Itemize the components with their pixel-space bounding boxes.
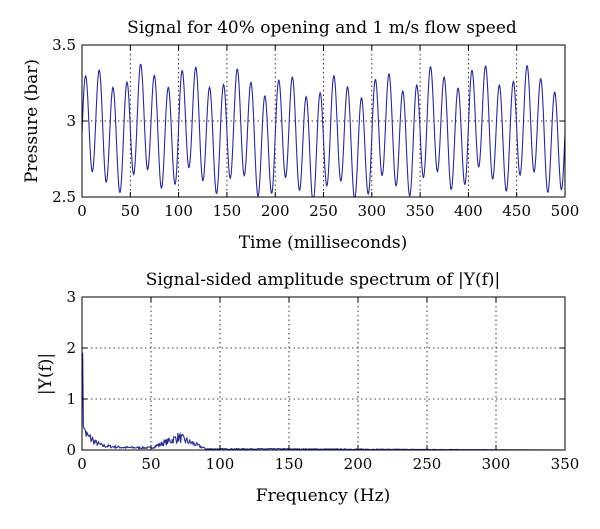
signal-x-tick-label: 400 xyxy=(454,202,483,220)
signal-series-line xyxy=(81,63,566,198)
signal-y-tick-label: 3 xyxy=(66,112,76,130)
spectrum-x-tick-label: 250 xyxy=(413,455,442,473)
spectrum-x-tick-label: 300 xyxy=(482,455,511,473)
signal-y-tick-label: 3.5 xyxy=(52,36,76,54)
signal-x-tick-label: 450 xyxy=(502,202,531,220)
signal-x-tick-label: 300 xyxy=(357,202,386,220)
spectrum-y-tick-label: 1 xyxy=(66,390,76,408)
spectrum-plot-frame xyxy=(81,296,566,451)
chart-spectrum: Signal-sided amplitude spectrum of |Y(f)… xyxy=(36,270,579,506)
spectrum-x-tick-label: 350 xyxy=(551,455,580,473)
signal-x-tick-label: 50 xyxy=(121,202,140,220)
signal-x-tick-label: 350 xyxy=(406,202,435,220)
spectrum-x-axis-label: Frequency (Hz) xyxy=(256,486,390,506)
signal-x-tick-label: 200 xyxy=(261,202,290,220)
spectrum-grid xyxy=(82,297,565,450)
spectrum-ticks: 0 50 100 150 200 250 300 350 0 1 2 3 xyxy=(66,288,579,473)
spectrum-y-tick-label: 2 xyxy=(66,339,76,357)
signal-y-tick-label: 2.5 xyxy=(52,188,76,206)
spectrum-series-line xyxy=(81,352,565,451)
spectrum-x-tick-label: 0 xyxy=(77,455,87,473)
spectrum-y-axis-label: |Y(f)| xyxy=(36,353,56,395)
signal-x-tick-label: 0 xyxy=(77,202,87,220)
spectrum-x-tick-label: 200 xyxy=(344,455,373,473)
spectrum-x-tick-label: 150 xyxy=(275,455,304,473)
signal-title: Signal for 40% opening and 1 m/s flow sp… xyxy=(127,18,517,38)
signal-grid xyxy=(82,45,565,197)
signal-x-tick-label: 250 xyxy=(309,202,338,220)
signal-x-tick-label: 150 xyxy=(213,202,242,220)
spectrum-title: Signal-sided amplitude spectrum of |Y(f)… xyxy=(146,270,501,290)
signal-ticks: 0 50 100 150 200 250 300 350 400 450 500 2.5 3 3.5 xyxy=(52,36,579,220)
signal-x-tick-label: 100 xyxy=(164,202,193,220)
spectrum-y-tick-label: 3 xyxy=(66,288,76,306)
signal-x-tick-label: 500 xyxy=(551,202,580,220)
spectrum-x-tick-label: 50 xyxy=(141,455,160,473)
signal-x-axis-label: Time (milliseconds) xyxy=(239,233,408,253)
spectrum-x-tick-label: 100 xyxy=(206,455,235,473)
chart-signal: Signal for 40% opening and 1 m/s flow sp… xyxy=(22,18,579,253)
signal-y-axis-label: Pressure (bar) xyxy=(22,59,42,183)
spectrum-y-tick-label: 0 xyxy=(66,441,76,459)
